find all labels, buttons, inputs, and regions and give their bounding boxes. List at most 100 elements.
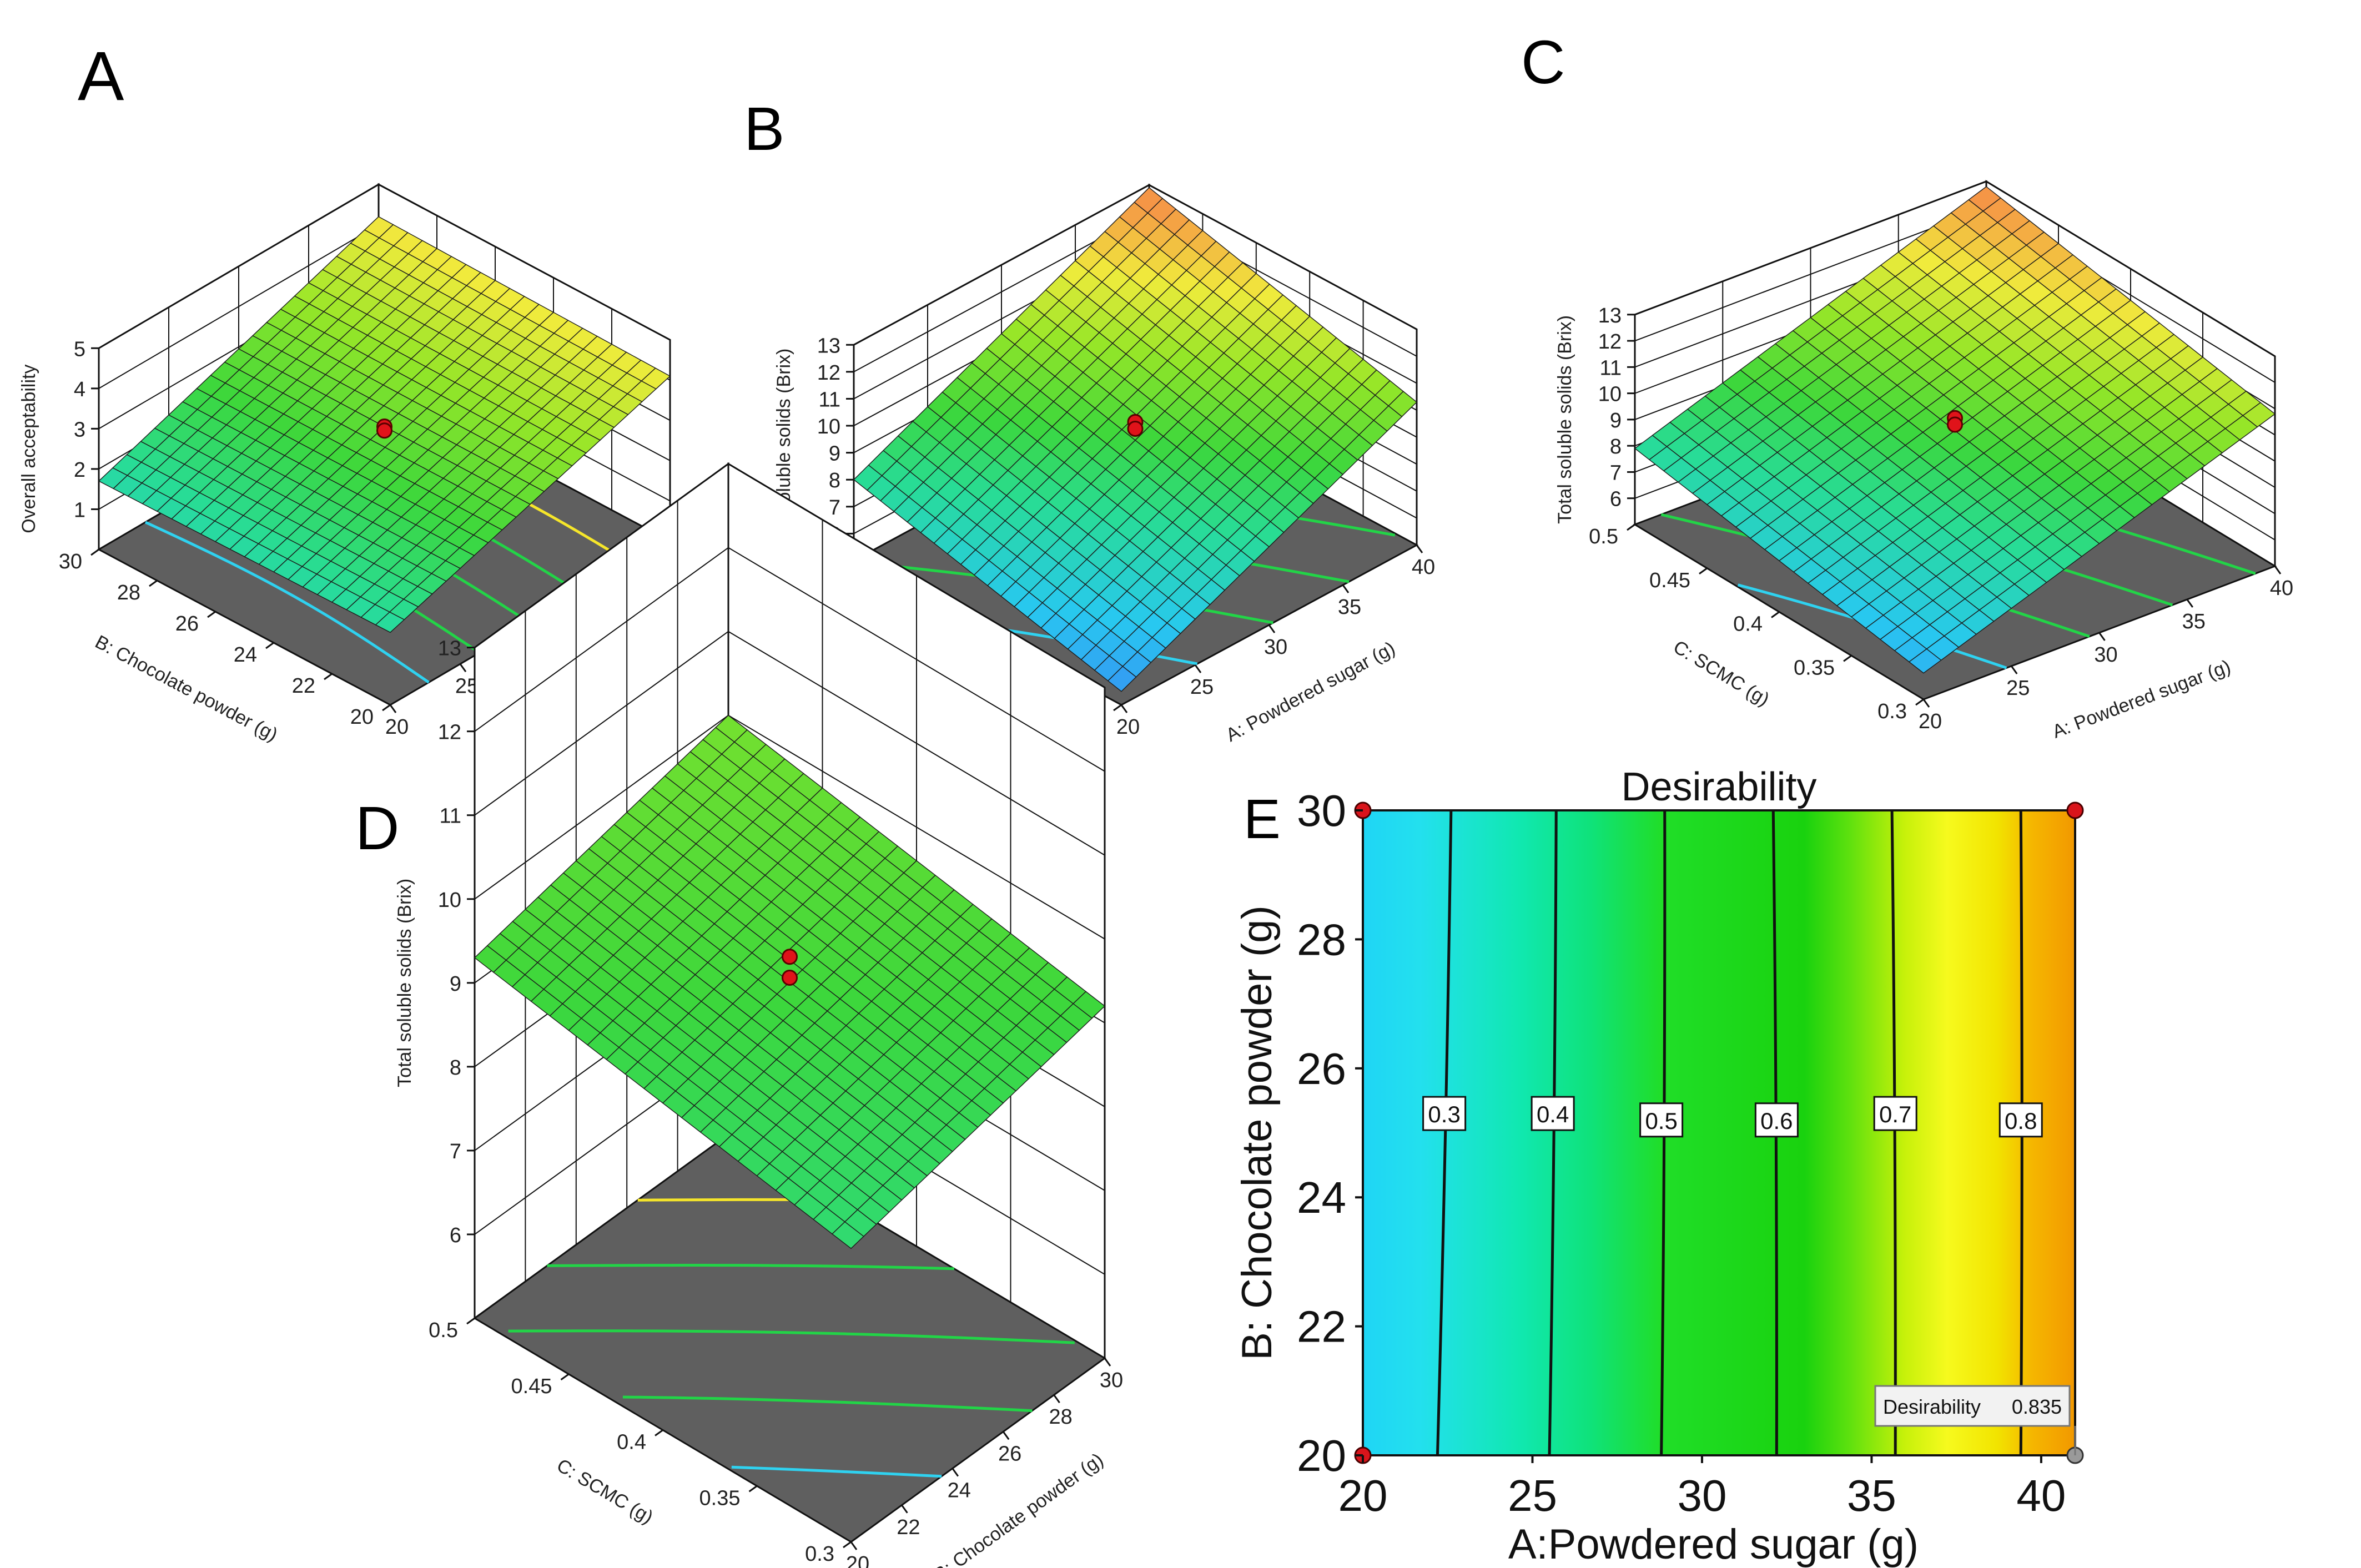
y-tick [149, 579, 158, 587]
y-tick [207, 611, 216, 618]
z-tick-label: 5 [74, 337, 85, 361]
y-tick [1113, 704, 1122, 712]
x-tick-label: 24 [948, 1479, 971, 1503]
y-tick-label: 26 [175, 612, 199, 636]
x-tick-label: 40 [1412, 556, 1435, 579]
chart-title: Desirability [1621, 765, 1816, 809]
z-tick-label: 7 [1610, 461, 1622, 485]
response-surface [1634, 186, 2276, 674]
y-tick-label: 24 [1297, 1173, 1346, 1222]
y-tick-label: 22 [1297, 1302, 1346, 1352]
y-tick-label: 0.45 [1649, 569, 1690, 592]
panel-d-surface-chart: 6 7 8 9 10 11 12 13 20 22 24 26 28 30 0.3 0.35 0.4 0.45 0.… [394, 462, 1123, 1568]
contour-label: 0.6 [1760, 1108, 1793, 1134]
y-tick [1915, 698, 1924, 706]
x-tick-label: 25 [1190, 675, 1214, 699]
z-tick-label: 13 [438, 637, 461, 661]
contour-label-box [1422, 1096, 1467, 1131]
y-tick-label: 28 [117, 581, 140, 604]
x-tick [1104, 1358, 1111, 1367]
y-tick-label: 0.5 [1589, 525, 1618, 548]
wall-gridline [98, 184, 671, 349]
y-axis-title: C: SCMC (g) [553, 1455, 657, 1528]
z-tick-label: 12 [438, 721, 461, 744]
x-tick [2274, 566, 2282, 574]
y-tick-label: 26 [1297, 1044, 1346, 1093]
x-tick [1416, 544, 1423, 553]
x-tick [1268, 624, 1276, 633]
panel-label-c: C [1521, 28, 1565, 97]
x-tick-label: 30 [2094, 643, 2117, 667]
y-tick-label: 22 [292, 674, 315, 698]
x-tick-label: 35 [2182, 610, 2206, 633]
y-tick-label: 24 [234, 643, 257, 667]
y-tick-label: 0.5 [429, 1319, 458, 1342]
z-tick-label: 3 [74, 418, 85, 441]
y-tick-label: 30 [1297, 786, 1346, 835]
contour-line [508, 1329, 1075, 1344]
z-axis-title: Overall acceptability [18, 365, 39, 533]
x-tick [952, 1468, 959, 1477]
wall-gridline [474, 631, 1105, 856]
z-tick-label: 4 [74, 378, 85, 401]
y-tick [1843, 655, 1852, 662]
z-tick-label: 8 [829, 469, 840, 492]
wall-gridline [1634, 180, 2276, 357]
x-tick-label: 20 [1338, 1471, 1388, 1520]
y-tick [655, 1429, 663, 1436]
design-point [1947, 416, 1963, 433]
panel-label-a: A [78, 38, 124, 115]
contour-label-box [1873, 1096, 1917, 1131]
x-tick [1053, 1394, 1060, 1404]
contour-label: 0.8 [2005, 1108, 2037, 1134]
y-tick [324, 673, 333, 680]
contour-line [547, 1264, 954, 1270]
y-tick [843, 1541, 852, 1549]
x-tick [2011, 665, 2018, 674]
wall-gridline [853, 184, 1417, 346]
x-tick-label: 20 [1116, 715, 1140, 739]
z-axis-title: Total soluble solids (Brix) [1554, 315, 1575, 524]
panel-label-d: D [355, 794, 399, 863]
x-tick [901, 1504, 908, 1514]
panel-e-desirability-contour: 0.3 0.4 0.5 0.6 0.7 0.8 Desirability 0.835 20 25 3… [1234, 765, 2084, 1568]
surface-cell [2242, 402, 2276, 428]
x-tick-label: 25 [2006, 677, 2030, 700]
z-tick-label: 12 [817, 361, 840, 385]
z-tick-label: 11 [440, 805, 461, 828]
x-tick-label: 30 [1264, 636, 1287, 659]
wall-gridline [474, 547, 1105, 772]
contour-line [1436, 810, 1453, 1456]
y-tick-label: 0.3 [805, 1542, 834, 1566]
z-tick-label: 9 [1610, 409, 1622, 432]
x-tick-label: 35 [1338, 596, 1361, 619]
z-tick-label: 12 [1598, 330, 1622, 354]
x-tick-label: 22 [897, 1516, 920, 1539]
desirability-flag-box [1874, 1385, 2071, 1427]
design-point [1127, 420, 1144, 437]
contour-label: 0.7 [1879, 1101, 1911, 1127]
design-point [782, 969, 798, 986]
response-surface [474, 714, 1106, 1249]
x-tick-label: 26 [998, 1442, 1021, 1465]
x-axis-title: A: Powdered sugar (g) [2050, 656, 2234, 743]
x-tick-label: 28 [1049, 1405, 1072, 1429]
z-tick-label: 13 [817, 334, 840, 357]
y-tick-label: 0.4 [617, 1431, 646, 1454]
y-tick [1627, 523, 1635, 531]
contour-label-box [1639, 1102, 1684, 1138]
y-tick-label: 0.3 [1877, 700, 1907, 723]
z-tick-label: 10 [1598, 383, 1622, 406]
contour-label: 0.4 [1537, 1101, 1569, 1127]
x-tick-label: 40 [2016, 1471, 2066, 1520]
z-tick-label: 9 [450, 972, 461, 996]
design-point [2066, 801, 2084, 819]
design-point [782, 949, 798, 965]
y-tick [748, 1485, 758, 1493]
y-tick [382, 704, 391, 712]
z-tick-label: 2 [74, 458, 85, 482]
y-tick [1699, 567, 1708, 574]
x-tick [2098, 632, 2106, 641]
